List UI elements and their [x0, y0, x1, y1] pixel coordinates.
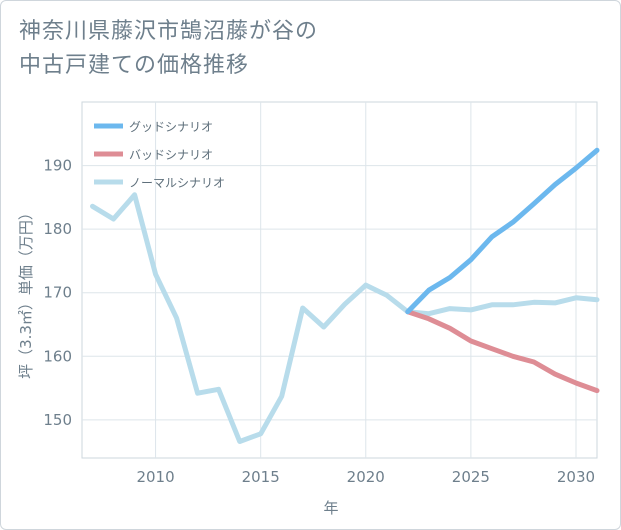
y-tick-label-150: 150	[43, 411, 72, 429]
x-gridlines	[155, 102, 577, 458]
x-tick-label-2010: 2010	[136, 468, 174, 486]
y-tick-label-180: 180	[43, 220, 72, 238]
plot-area	[81, 101, 598, 459]
y-tick-label-190: 190	[43, 157, 72, 175]
x-tick-label-2030: 2030	[557, 468, 595, 486]
series-line-normal	[90, 192, 600, 444]
legend-label-normal: ノーマルシナリオ	[129, 176, 225, 190]
x-tick-label-2020: 2020	[347, 468, 385, 486]
y-tick-label-160: 160	[43, 347, 72, 365]
chart-title: 神奈川県藤沢市鵠沼藤が谷の 中古戸建ての価格推移	[19, 15, 579, 83]
x-tick-label-2015: 2015	[242, 468, 280, 486]
y-tick-label-170: 170	[43, 284, 72, 302]
y-axis-title: 坪（3.3㎡）単価（万円）	[17, 205, 35, 379]
x-tick-labels: 2010 2015 2020 2025 2030	[136, 468, 595, 486]
legend-label-good: グッドシナリオ	[129, 120, 213, 134]
chart-title-line2: 中古戸建ての価格推移	[19, 53, 250, 78]
chart-title-line1: 神奈川県藤沢市鵠沼藤が谷の	[19, 19, 319, 44]
legend-label-bad: バッドシナリオ	[129, 148, 213, 162]
x-axis-title: 年	[323, 499, 338, 517]
y-tick-labels: 150 160 170 180 190	[43, 157, 72, 429]
series-lines	[90, 147, 600, 444]
series-line-bad	[405, 309, 600, 394]
series-line-good	[405, 147, 600, 315]
x-tick-label-2025: 2025	[452, 468, 490, 486]
